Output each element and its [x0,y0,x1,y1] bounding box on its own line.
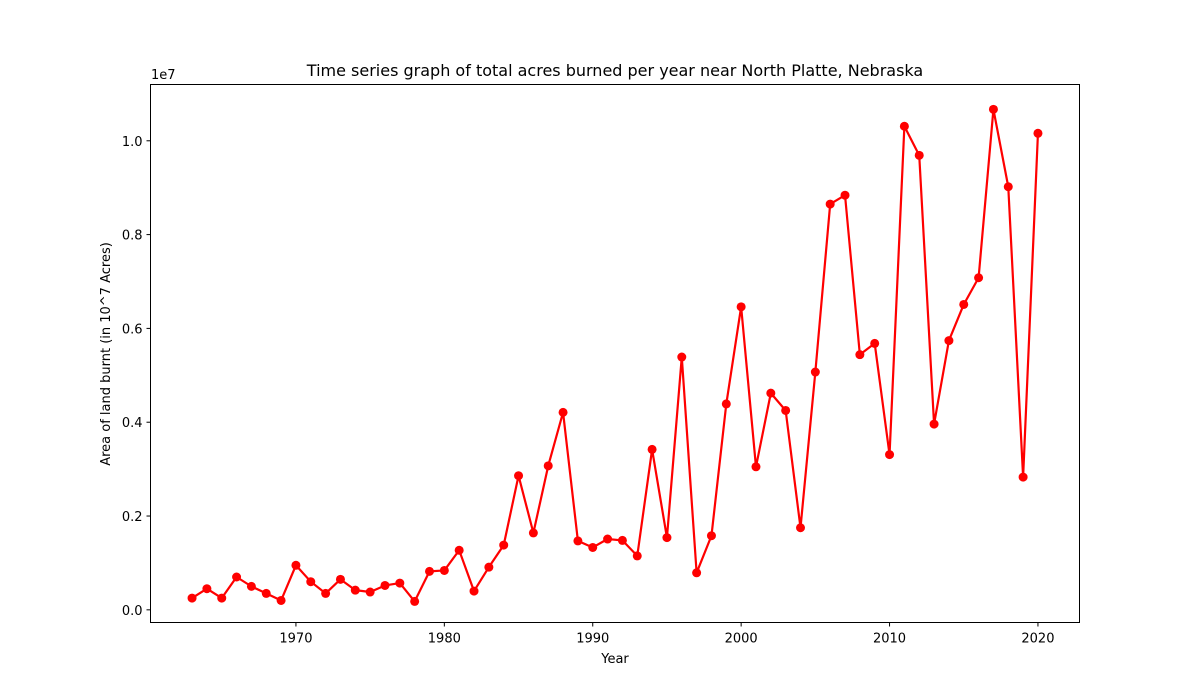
series-line [191,108,1040,603]
data-point-1984 [499,540,509,550]
y-tick-label-0: 0.0 [122,604,143,619]
data-point-1970 [291,560,301,570]
data-point-1975 [365,587,375,597]
x-tick-label-2020: 2020 [1021,632,1054,647]
data-point-2015 [959,299,969,309]
data-point-2020 [1033,128,1043,138]
data-point-2009 [870,338,880,348]
data-point-1976 [380,580,390,590]
data-point-1987 [543,461,553,471]
data-point-1978 [410,596,420,606]
data-point-2014 [944,336,954,346]
data-point-2013 [929,419,939,429]
data-point-1989 [573,536,583,546]
data-point-1995 [662,533,672,543]
x-tick-label-1990: 1990 [576,632,609,647]
data-point-2005 [810,367,820,377]
data-point-1969 [276,595,286,605]
data-point-1990 [588,542,598,552]
data-point-1996 [677,352,687,362]
data-point-2006 [825,199,835,209]
data-point-1997 [692,568,702,578]
data-point-1981 [454,545,464,555]
y-tick-label-1: 1.0 [122,135,143,150]
data-point-2007 [840,190,850,200]
data-point-1982 [469,586,479,596]
data-point-2010 [885,450,895,460]
data-point-1983 [484,562,494,572]
data-point-2017 [988,104,998,114]
chart-title: Time series graph of total acres burned … [306,61,923,80]
y-axis-offset-label: 1e7 [151,68,176,83]
x-axis: 1970 1980 1990 2000 2010 2020 [279,622,1054,647]
x-tick-label-2000: 2000 [725,632,758,647]
y-axis: 0.0 0.2 0.4 0.6 0.8 1.0 [122,135,151,619]
x-axis-label: Year [600,652,629,667]
data-point-1968 [261,588,271,598]
data-point-2003 [781,405,791,415]
y-axis-label: Area of land burnt (in 10^7 Acres) [99,242,114,466]
data-point-1999 [721,399,731,409]
data-point-2008 [855,350,865,360]
data-point-1986 [528,528,538,538]
y-tick-label-0.2: 0.2 [122,510,143,525]
y-tick-label-0.4: 0.4 [122,416,143,431]
plot-area [187,104,1043,606]
data-point-1972 [321,588,331,598]
data-point-1980 [439,565,449,575]
data-point-2018 [1003,182,1013,192]
data-point-1985 [514,471,524,481]
data-point-2016 [974,273,984,283]
data-point-1974 [350,585,360,595]
data-point-1993 [632,551,642,561]
x-tick-label-2010: 2010 [873,632,906,647]
data-point-1988 [558,407,568,417]
data-point-1991 [603,534,613,544]
data-point-2001 [751,462,761,472]
data-point-1992 [617,535,627,545]
data-point-2004 [796,523,805,533]
y-tick-label-0.6: 0.6 [122,322,143,337]
data-point-1973 [335,574,345,584]
plot-frame [150,84,1080,623]
data-point-2011 [899,121,909,131]
y-tick-label-0.8: 0.8 [122,229,143,244]
data-point-1966 [232,572,242,582]
data-point-1963 [187,593,197,603]
data-point-2019 [1018,472,1028,482]
data-point-1977 [395,578,405,588]
data-point-2000 [736,302,746,312]
data-point-2012 [914,150,924,160]
data-point-2002 [766,388,776,398]
data-point-1998 [706,531,716,541]
x-tick-label-1980: 1980 [428,632,461,647]
data-point-1979 [425,566,434,576]
data-point-1994 [647,444,657,454]
x-tick-label-1970: 1970 [279,632,312,647]
data-point-1964 [202,584,212,594]
data-point-1965 [217,593,227,603]
data-point-1971 [306,577,316,587]
data-point-1967 [246,581,256,591]
